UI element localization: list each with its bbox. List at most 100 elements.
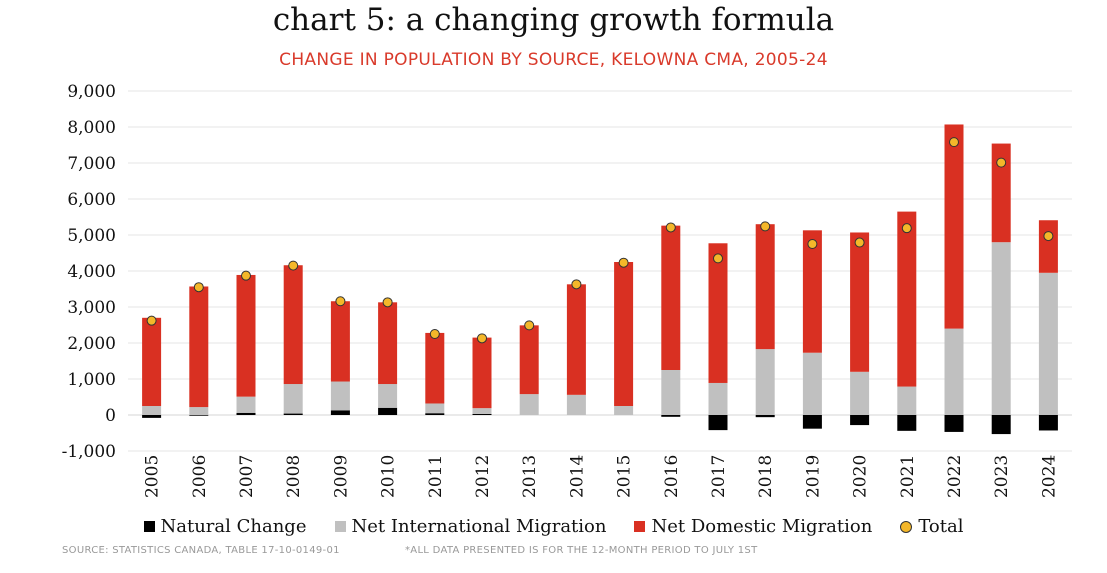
x-tick-label: 2011	[426, 455, 446, 498]
domestic-migration-bar	[142, 317, 162, 406]
international-migration-bar	[566, 394, 586, 415]
domestic-migration-bar	[283, 265, 303, 385]
natural-change-bar	[378, 407, 398, 415]
legend-label-total: Total	[918, 516, 964, 537]
domestic-migration-bar	[850, 232, 870, 372]
total-marker	[335, 296, 346, 307]
international-migration-bar	[378, 384, 398, 408]
natural-change-bar	[472, 413, 492, 415]
y-tick-label: 9,000	[67, 82, 116, 102]
total-marker	[241, 270, 251, 281]
domestic-migration-bar	[708, 243, 728, 383]
total-marker	[713, 253, 723, 264]
domestic-migration-bar	[425, 332, 445, 404]
domestic-migration-bar	[755, 224, 775, 350]
x-tick-label: 2012	[473, 455, 493, 498]
natural-change-bar	[189, 415, 209, 416]
y-tick-label: -1,000	[62, 442, 116, 462]
natural-change-bar	[708, 415, 728, 431]
total-marker	[524, 320, 535, 331]
international-migration-bar	[519, 394, 539, 415]
total-marker	[949, 137, 959, 148]
international-migration-bar	[708, 382, 728, 415]
international-migration-bar	[142, 406, 162, 415]
y-tick-label: 3,000	[67, 298, 116, 318]
x-tick-label: 2020	[851, 455, 871, 498]
domestic-migration-bar	[566, 284, 586, 395]
x-tick-label: 2010	[379, 455, 399, 498]
international-migration-bar	[472, 408, 492, 414]
x-tick-label: 2024	[1039, 455, 1059, 498]
international-migration-bar	[1038, 272, 1058, 415]
domestic-migration-bar	[802, 230, 822, 353]
y-tick-label: 4,000	[67, 262, 116, 282]
total-marker	[901, 223, 912, 234]
total-marker	[146, 315, 157, 326]
international-migration-bar	[897, 386, 917, 415]
y-tick-label: 2,000	[67, 334, 116, 354]
total-marker	[193, 282, 204, 293]
international-migration-bar	[283, 384, 303, 414]
x-tick-label: 2008	[284, 455, 304, 498]
footnote: *ALL DATA PRESENTED IS FOR THE 12-MONTH …	[405, 545, 758, 556]
y-tick-label: 1,000	[67, 370, 116, 390]
legend-item-natural-change: Natural Change	[143, 516, 307, 537]
x-tick-label: 2017	[709, 455, 729, 498]
international-migration-bar	[802, 352, 822, 415]
x-tick-label: 2005	[143, 455, 163, 498]
international-migration-bar	[425, 403, 445, 414]
international-migration-bar	[755, 349, 775, 415]
x-tick-label: 2016	[662, 455, 682, 498]
international-migration-bar	[330, 381, 350, 411]
chart-legend: Natural Change Net International Migrati…	[0, 516, 1107, 537]
total-marker	[854, 237, 865, 248]
international-migration-bar	[614, 406, 634, 415]
total-marker	[1043, 231, 1054, 242]
natural-change-bar	[142, 415, 162, 418]
legend-swatch-net-domestic-migration	[634, 521, 646, 532]
y-tick-label: 5,000	[67, 226, 116, 246]
international-migration-bar	[189, 407, 209, 415]
x-tick-label: 2013	[520, 455, 540, 498]
natural-change-bar	[850, 415, 870, 426]
x-tick-label: 2021	[898, 455, 918, 498]
legend-label-net-international-migration: Net International Migration	[351, 516, 607, 537]
domestic-migration-bar	[897, 211, 917, 387]
international-migration-bar	[850, 371, 870, 415]
total-marker	[807, 239, 818, 249]
natural-change-bar	[283, 413, 303, 415]
total-marker	[996, 157, 1007, 168]
total-marker	[760, 221, 771, 232]
total-marker	[618, 257, 629, 268]
chart-title: chart 5: a changing growth formula	[272, 2, 835, 38]
domestic-migration-bar	[614, 262, 634, 406]
total-marker	[429, 329, 440, 339]
domestic-migration-bar	[189, 286, 209, 408]
natural-change-bar	[755, 415, 775, 418]
x-tick-label: 2019	[803, 455, 823, 498]
natural-change-bar	[236, 412, 256, 415]
y-tick-label: 7,000	[67, 154, 116, 174]
natural-change-bar	[944, 415, 964, 432]
legend-item-total: Total	[900, 516, 964, 537]
natural-change-bar	[991, 415, 1011, 435]
natural-change-bar	[802, 415, 822, 429]
international-migration-bar	[944, 328, 964, 415]
international-migration-bar	[991, 242, 1011, 415]
natural-change-bar	[425, 413, 445, 415]
x-tick-label: 2018	[756, 455, 776, 498]
domestic-migration-bar	[330, 301, 350, 382]
legend-item-net-international-migration: Net International Migration	[334, 516, 607, 537]
total-marker	[665, 222, 676, 233]
x-tick-label: 2015	[615, 455, 635, 498]
x-tick-label: 2014	[567, 455, 587, 498]
natural-change-bar	[330, 410, 350, 415]
bar-chart: -1,000 0 1,000 2,000 3,000 4,000 5,000 6,000 7,0…	[62, 82, 1072, 498]
total-marker	[382, 297, 393, 308]
domestic-migration-bar	[519, 325, 539, 395]
y-tick-label: 0	[105, 406, 116, 426]
domestic-migration-bar	[661, 225, 681, 370]
natural-change-bar	[897, 415, 917, 431]
domestic-migration-bar	[944, 124, 964, 329]
x-tick-label: 2023	[992, 455, 1012, 498]
